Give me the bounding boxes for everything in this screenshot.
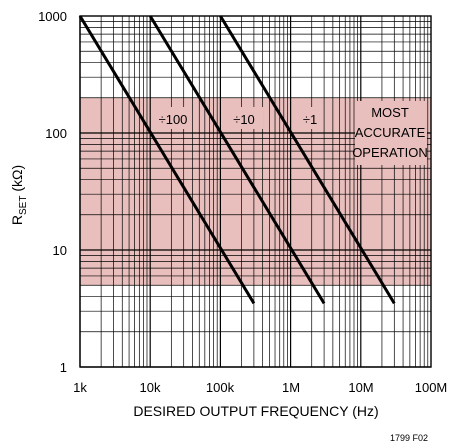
band-label-line-2: ACCURATE xyxy=(355,125,426,140)
minor-grid xyxy=(80,16,431,367)
series-line-1 xyxy=(78,15,256,305)
x-tick-label-10M: 10M xyxy=(348,380,373,395)
series-label-background-div1 xyxy=(297,107,323,129)
band-label-line-1: MOST xyxy=(371,105,409,120)
y-axis-title-unit: (kΩ) xyxy=(9,165,25,196)
series-line-2 xyxy=(148,15,326,305)
x-axis-title: DESIRED OUTPUT FREQUENCY (Hz) xyxy=(133,403,378,419)
x-tick-label-1k: 1k xyxy=(73,380,87,395)
y-tick-label-10: 10 xyxy=(53,243,67,258)
y-tick-label-1000: 1000 xyxy=(38,9,67,24)
x-tick-label-10k: 10k xyxy=(140,380,161,395)
y-axis-title-main: R xyxy=(9,215,25,225)
y-axis-title-sub: SET xyxy=(18,196,29,215)
x-tick-label-100M: 100M xyxy=(415,380,448,395)
y-tick-label-1: 1 xyxy=(60,360,67,375)
band-label-background xyxy=(355,101,427,165)
series-label-background-div100 xyxy=(152,107,192,129)
series-line-3 xyxy=(219,15,396,305)
series-lines xyxy=(78,15,396,305)
x-tick-label-1M: 1M xyxy=(282,380,300,395)
y-tick-label-100: 100 xyxy=(45,126,67,141)
series-label-div10: ÷10 xyxy=(233,112,255,127)
series-label-div100: ÷100 xyxy=(159,112,188,127)
series-label-div1: ÷1 xyxy=(303,112,317,127)
band-label-line-3: OPERATION xyxy=(352,145,428,160)
plot-frame xyxy=(79,15,432,368)
figure-id: 1799 F02 xyxy=(390,433,428,443)
y-axis-title: RSET (kΩ) xyxy=(9,165,29,225)
x-tick-label-100k: 100k xyxy=(206,380,235,395)
series-label-background-div10 xyxy=(227,107,263,129)
